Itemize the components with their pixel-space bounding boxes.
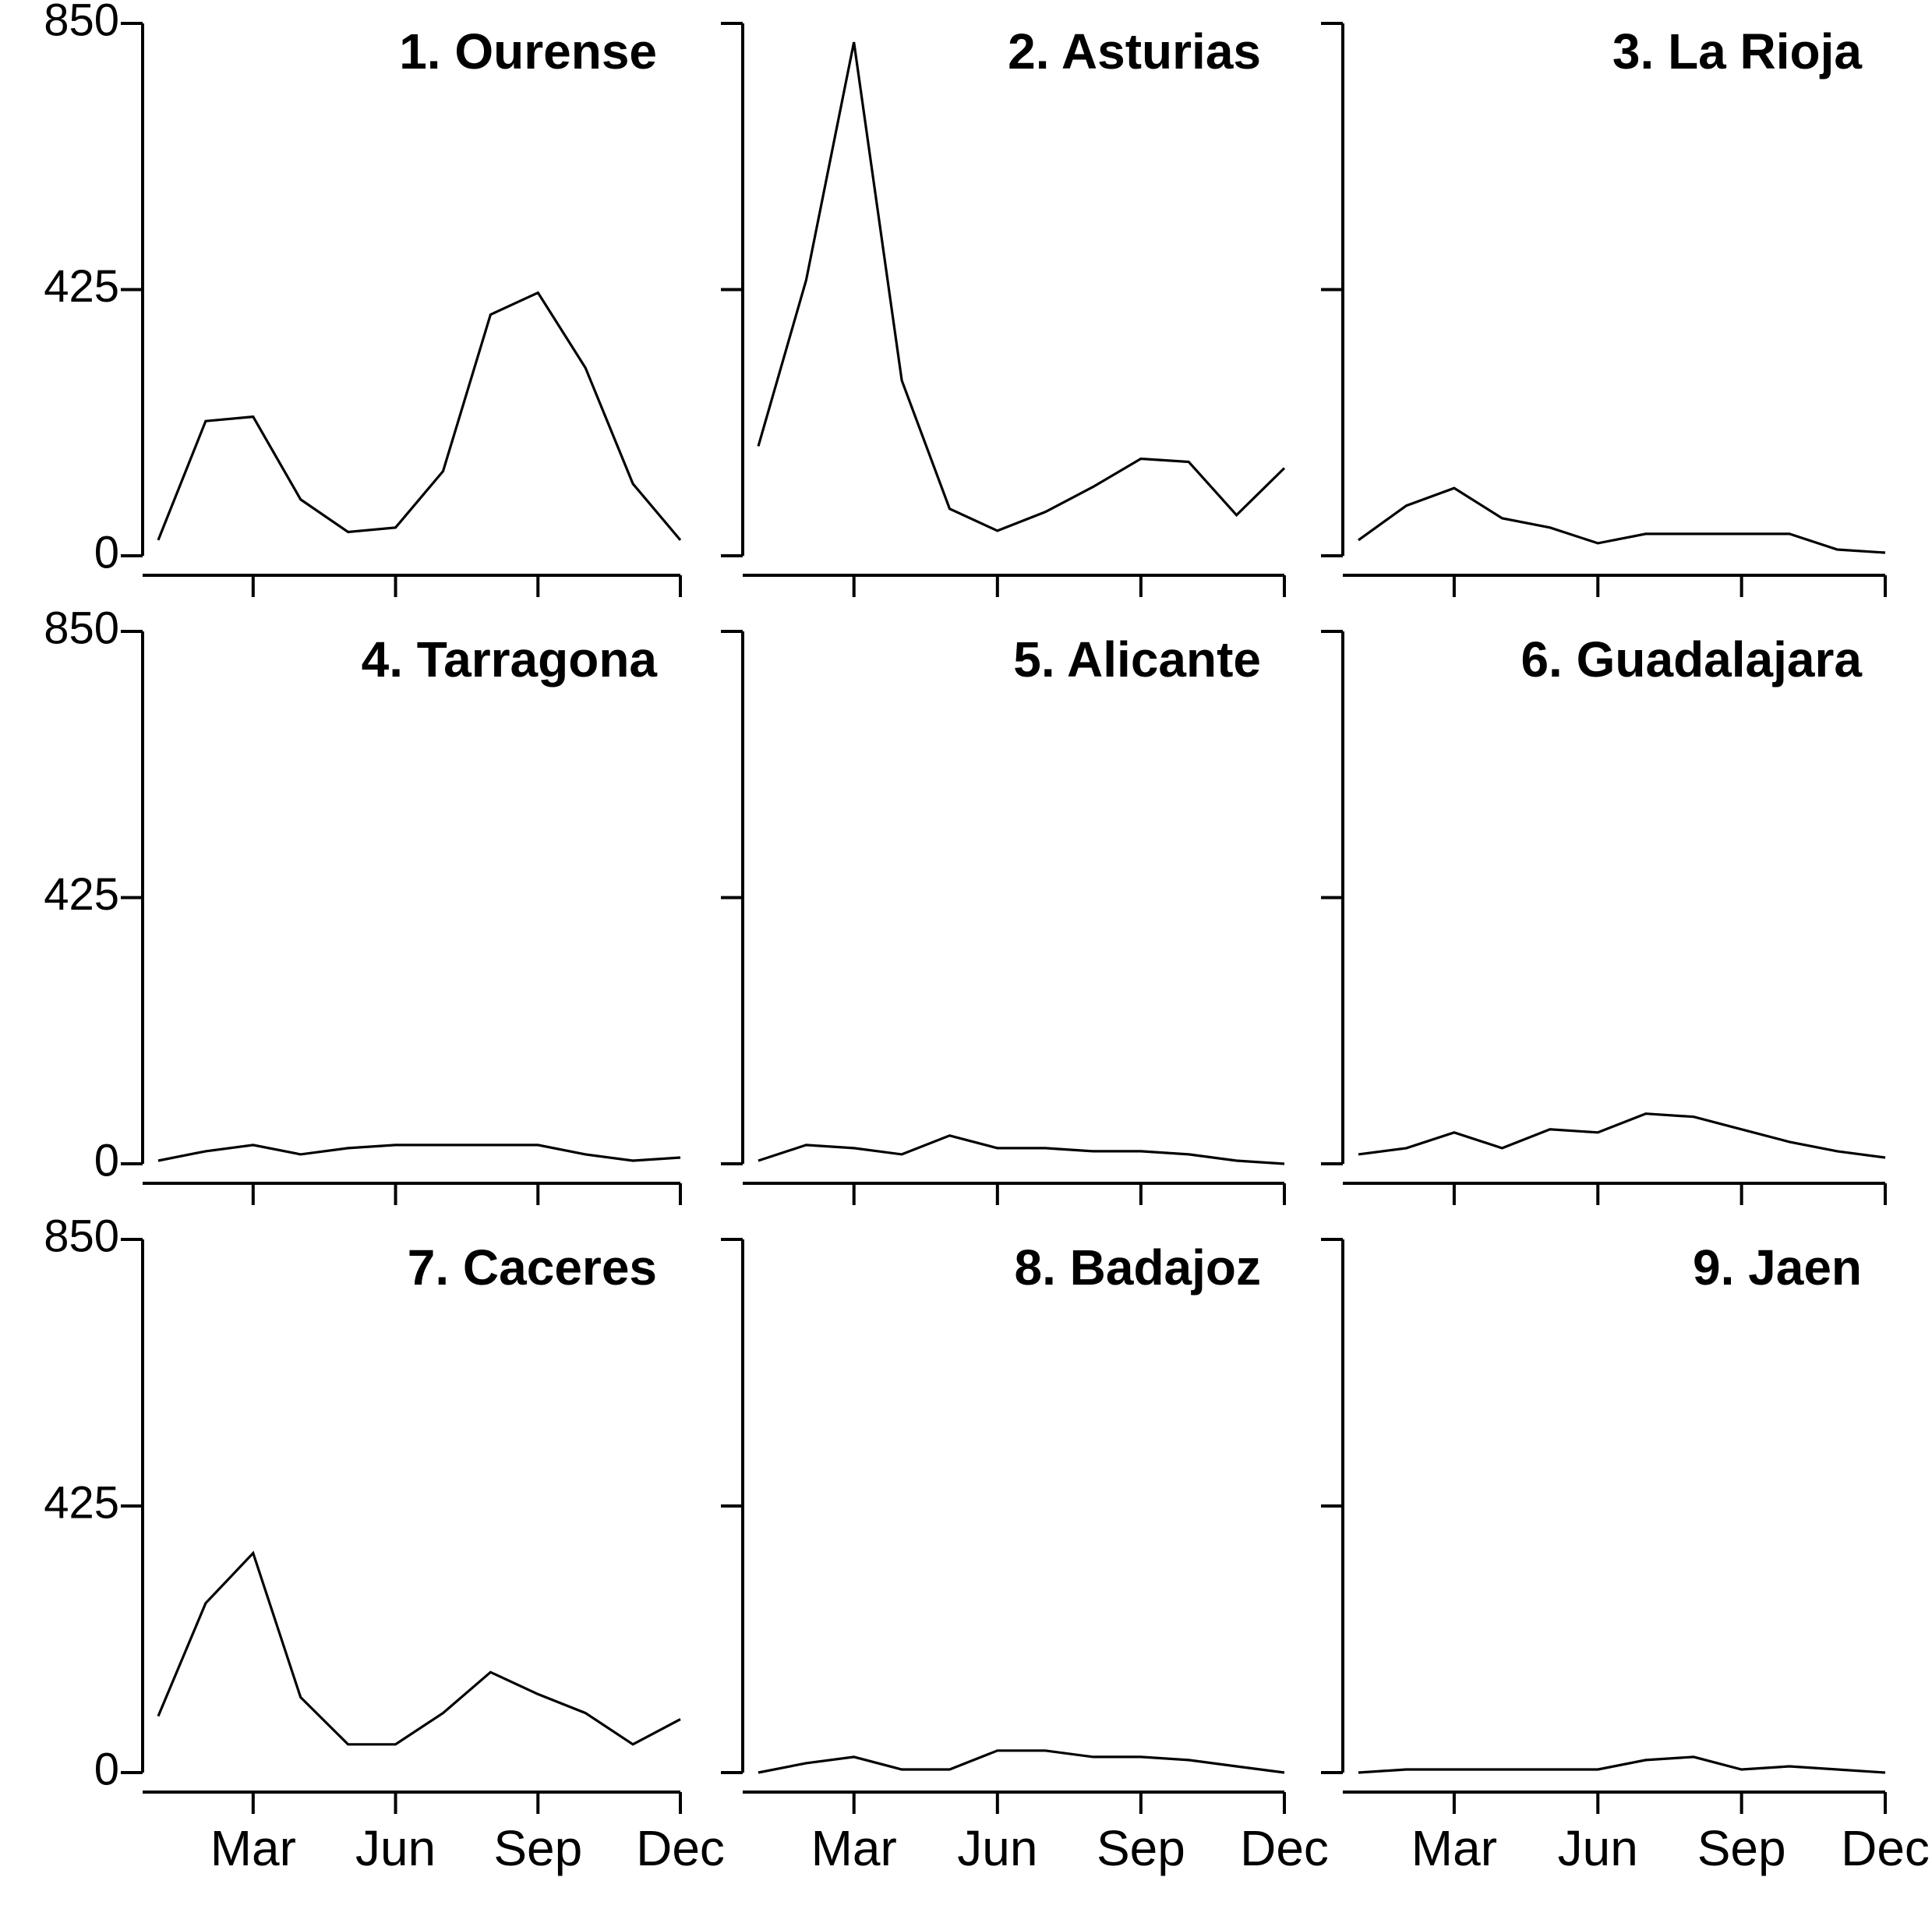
panel-title: 8. Badajoz (1014, 1239, 1261, 1296)
panel-title: 5. Alicante (1013, 631, 1261, 688)
x-tick-label: Mar (210, 1820, 296, 1876)
panel-8: Mar Jun Sep Dec 8. Badajoz (721, 1238, 1329, 1876)
y-tick-label: 850 (44, 0, 119, 45)
y-tick-label: 0 (94, 1744, 119, 1794)
x-tick-label: Sep (1697, 1820, 1786, 1876)
panel-title: 3. La Rioja (1612, 23, 1863, 80)
series-line (757, 41, 1286, 532)
x-tick-label: Jun (355, 1820, 436, 1876)
panel-title: 2. Asturias (1008, 23, 1261, 80)
y-tick-label: 0 (94, 527, 119, 578)
series-line (157, 1144, 681, 1162)
x-tick-label: Dec (1240, 1820, 1329, 1876)
y-tick-label: 425 (44, 869, 119, 920)
x-tick-label: Mar (1411, 1820, 1497, 1876)
x-tick-label: Sep (1097, 1820, 1185, 1876)
panel-9: Mar Jun Sep Dec 9. Jaen (1321, 1238, 1930, 1876)
x-tick-label: Mar (811, 1820, 897, 1876)
panel-title: 1. Ourense (399, 23, 657, 80)
y-tick-label: 0 (94, 1135, 119, 1186)
y-tick-label: 850 (44, 603, 119, 653)
panel-title: 7. Caceres (408, 1239, 657, 1296)
panel-1: 0 425 850 1. Ourense (44, 0, 682, 597)
x-tick-label: Sep (493, 1820, 582, 1876)
series-line (758, 1134, 1285, 1165)
series-line (1358, 1755, 1886, 1774)
x-tick-label: Jun (1558, 1820, 1638, 1876)
series-line (1358, 1112, 1886, 1159)
panel-5: 5. Alicante (721, 630, 1286, 1205)
panel-title: 9. Jaen (1693, 1239, 1862, 1296)
panel-2: 2. Asturias (721, 22, 1286, 597)
x-tick-label: Dec (1841, 1820, 1930, 1876)
panel-7: 0 425 850 Mar Jun Sep Dec 7. Caceres (44, 1211, 725, 1876)
x-tick-label: Jun (957, 1820, 1037, 1876)
series-line (157, 291, 682, 541)
y-tick-label: 425 (44, 261, 119, 312)
panel-title: 4. Tarragona (362, 631, 658, 688)
y-tick-label: 850 (44, 1211, 119, 1261)
series-line (1358, 486, 1886, 554)
series-line (758, 1749, 1285, 1774)
panel-title: 6. Guadalajara (1521, 631, 1862, 688)
x-tick-label: Dec (636, 1820, 725, 1876)
series-line (157, 1550, 681, 1746)
panel-6: 6. Guadalajara (1321, 630, 1887, 1205)
panel-3: 3. La Rioja (1321, 22, 1887, 597)
y-tick-label: 425 (44, 1477, 119, 1528)
panel-4: 0 425 850 4. Tarragona (44, 603, 682, 1205)
